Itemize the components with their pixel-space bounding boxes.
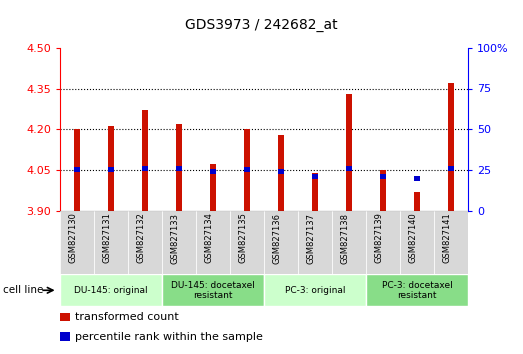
Text: DU-145: docetaxel
resistant: DU-145: docetaxel resistant — [171, 281, 255, 300]
FancyBboxPatch shape — [298, 211, 332, 274]
Text: GSM827137: GSM827137 — [306, 212, 315, 263]
Text: GSM827135: GSM827135 — [238, 212, 247, 263]
Bar — [244, 129, 250, 211]
Text: percentile rank within the sample: percentile rank within the sample — [75, 332, 263, 342]
Bar — [448, 83, 454, 211]
FancyBboxPatch shape — [230, 211, 264, 274]
Bar — [366, 274, 468, 306]
FancyBboxPatch shape — [400, 211, 434, 274]
Bar — [244, 167, 250, 172]
Bar — [108, 167, 114, 172]
Bar — [60, 274, 162, 306]
Bar — [312, 174, 318, 179]
Text: DU-145: original: DU-145: original — [74, 286, 148, 295]
Bar — [380, 170, 386, 211]
Text: cell line: cell line — [3, 285, 43, 295]
Bar — [414, 192, 420, 211]
Text: GSM827131: GSM827131 — [102, 212, 111, 263]
Bar — [176, 166, 182, 171]
Text: GDS3973 / 242682_at: GDS3973 / 242682_at — [185, 18, 338, 32]
Bar — [414, 176, 420, 181]
Bar — [210, 165, 216, 211]
Text: transformed count: transformed count — [75, 312, 178, 322]
FancyBboxPatch shape — [162, 211, 196, 274]
FancyBboxPatch shape — [366, 211, 400, 274]
Text: PC-3: docetaxel
resistant: PC-3: docetaxel resistant — [382, 281, 452, 300]
FancyBboxPatch shape — [264, 211, 298, 274]
Bar — [278, 135, 284, 211]
Bar — [278, 169, 284, 174]
Text: GSM827138: GSM827138 — [340, 212, 349, 263]
Text: GSM827140: GSM827140 — [408, 212, 417, 263]
Bar — [346, 94, 352, 211]
Bar — [142, 166, 148, 171]
Text: GSM827133: GSM827133 — [170, 212, 179, 263]
Text: GSM827132: GSM827132 — [136, 212, 145, 263]
Bar — [312, 173, 318, 211]
Bar — [346, 166, 352, 171]
FancyBboxPatch shape — [94, 211, 128, 274]
FancyBboxPatch shape — [60, 211, 94, 274]
Bar — [176, 124, 182, 211]
Bar — [380, 174, 386, 179]
Bar — [264, 274, 366, 306]
Text: GSM827139: GSM827139 — [374, 212, 383, 263]
Bar — [142, 110, 148, 211]
Text: PC-3: original: PC-3: original — [285, 286, 345, 295]
Bar — [210, 169, 216, 174]
FancyBboxPatch shape — [128, 211, 162, 274]
FancyBboxPatch shape — [434, 211, 468, 274]
FancyBboxPatch shape — [196, 211, 230, 274]
Text: GSM827134: GSM827134 — [204, 212, 213, 263]
FancyBboxPatch shape — [332, 211, 366, 274]
Bar — [74, 167, 80, 172]
Bar — [162, 274, 264, 306]
Bar — [74, 129, 80, 211]
Text: GSM827141: GSM827141 — [442, 212, 451, 263]
Text: GSM827130: GSM827130 — [68, 212, 77, 263]
Text: GSM827136: GSM827136 — [272, 212, 281, 263]
Bar — [448, 166, 454, 171]
Bar — [108, 126, 114, 211]
